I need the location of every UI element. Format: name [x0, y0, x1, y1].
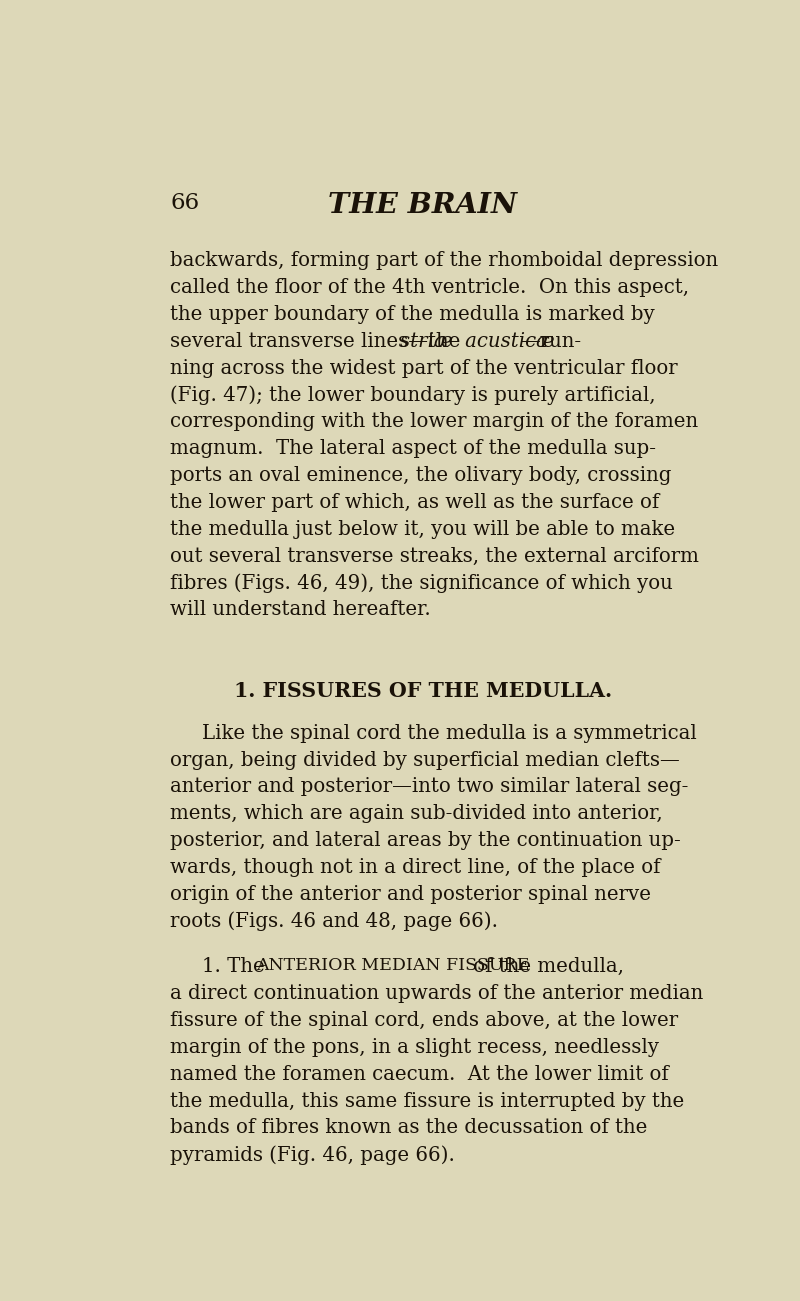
Text: Like the spinal cord the medulla is a symmetrical: Like the spinal cord the medulla is a sy… [202, 723, 697, 743]
Text: magnum.  The lateral aspect of the medulla sup-: magnum. The lateral aspect of the medull… [170, 440, 656, 458]
Text: ning across the widest part of the ventricular floor: ning across the widest part of the ventr… [170, 359, 678, 377]
Text: ports an oval eminence, the olivary body, crossing: ports an oval eminence, the olivary body… [170, 466, 671, 485]
Text: roots (Figs. 46 and 48, page 66).: roots (Figs. 46 and 48, page 66). [170, 912, 498, 932]
Text: backwards, forming part of the rhomboidal depression: backwards, forming part of the rhomboida… [170, 251, 718, 271]
Text: the lower part of which, as well as the surface of: the lower part of which, as well as the … [170, 493, 659, 511]
Text: organ, being divided by superficial median clefts—: organ, being divided by superficial medi… [170, 751, 680, 770]
Text: out several transverse streaks, the external arciform: out several transverse streaks, the exte… [170, 546, 699, 566]
Text: ments, which are again sub-divided into anterior,: ments, which are again sub-divided into … [170, 804, 663, 824]
Text: the medulla just below it, you will be able to make: the medulla just below it, you will be a… [170, 519, 675, 539]
Text: ANTERIOR MEDIAN FISSURE: ANTERIOR MEDIAN FISSURE [256, 958, 529, 974]
Text: origin of the anterior and posterior spinal nerve: origin of the anterior and posterior spi… [170, 885, 651, 904]
Text: pyramids (Fig. 46, page 66).: pyramids (Fig. 46, page 66). [170, 1145, 455, 1164]
Text: —run-: —run- [520, 332, 581, 351]
Text: will understand hereafter.: will understand hereafter. [170, 600, 431, 619]
Text: (Fig. 47); the lower boundary is purely artificial,: (Fig. 47); the lower boundary is purely … [170, 385, 656, 405]
Text: anterior and posterior—into two similar lateral seg-: anterior and posterior—into two similar … [170, 778, 689, 796]
Text: fissure of the spinal cord, ends above, at the lower: fissure of the spinal cord, ends above, … [170, 1011, 678, 1030]
Text: called the floor of the 4th ventricle.  On this aspect,: called the floor of the 4th ventricle. O… [170, 278, 689, 297]
Text: 66: 66 [170, 193, 199, 215]
Text: THE BRAIN: THE BRAIN [328, 193, 518, 219]
Text: posterior, and lateral areas by the continuation up-: posterior, and lateral areas by the cont… [170, 831, 681, 850]
Text: 1. The: 1. The [202, 958, 271, 976]
Text: the medulla, this same fissure is interrupted by the: the medulla, this same fissure is interr… [170, 1092, 684, 1111]
Text: 1. FISSURES OF THE MEDULLA.: 1. FISSURES OF THE MEDULLA. [234, 680, 612, 701]
Text: named the foramen caecum.  At the lower limit of: named the foramen caecum. At the lower l… [170, 1064, 669, 1084]
Text: the upper boundary of the medulla is marked by: the upper boundary of the medulla is mar… [170, 304, 655, 324]
Text: of the medulla,: of the medulla, [467, 958, 625, 976]
Text: fibres (Figs. 46, 49), the significance of which you: fibres (Figs. 46, 49), the significance … [170, 574, 673, 593]
Text: several transverse lines—the: several transverse lines—the [170, 332, 466, 351]
Text: corresponding with the lower margin of the foramen: corresponding with the lower margin of t… [170, 412, 698, 432]
Text: a direct continuation upwards of the anterior median: a direct continuation upwards of the ant… [170, 984, 703, 1003]
Text: bands of fibres known as the decussation of the: bands of fibres known as the decussation… [170, 1119, 647, 1137]
Text: wards, though not in a direct line, of the place of: wards, though not in a direct line, of t… [170, 857, 661, 877]
Text: striæ  acusticæ: striæ acusticæ [400, 332, 554, 351]
Text: margin of the pons, in a slight recess, needlessly: margin of the pons, in a slight recess, … [170, 1038, 659, 1056]
